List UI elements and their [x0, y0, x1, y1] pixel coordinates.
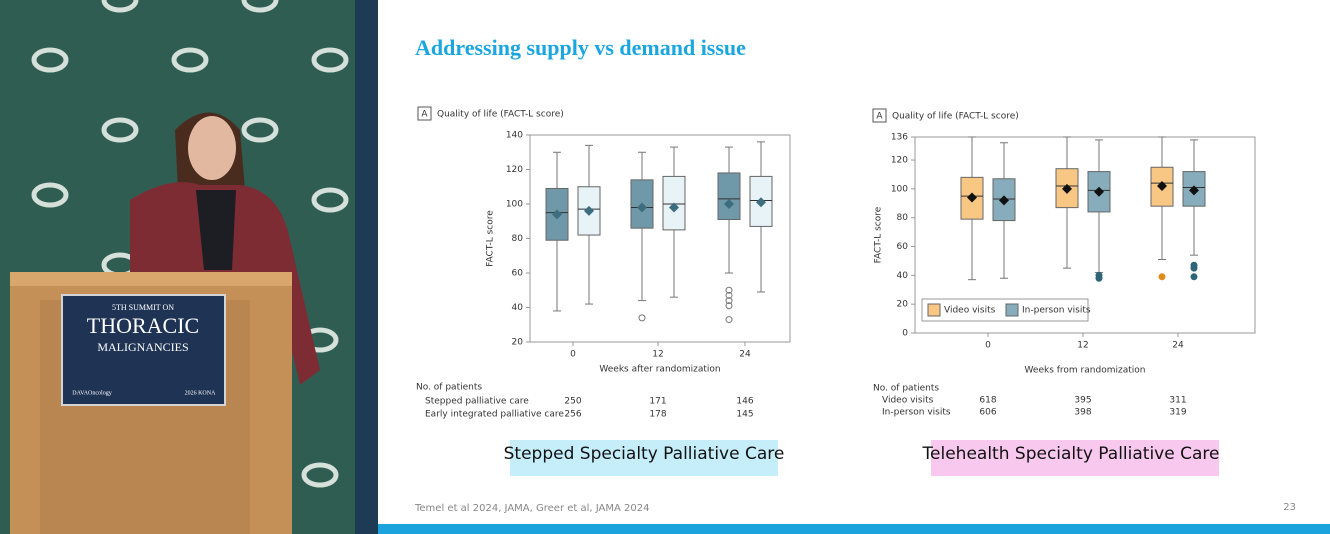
podium-sign-text: 5TH SUMMIT ON [112, 303, 174, 312]
x-tick-label: 24 [739, 350, 751, 360]
mean-marker [1062, 183, 1072, 194]
legend-label: Video visits [944, 306, 996, 316]
y-tick-label: 60 [512, 269, 524, 279]
legend-swatch [1005, 303, 1019, 317]
patients-count: 178 [649, 410, 666, 420]
mean-marker [1094, 186, 1104, 197]
outlier [1190, 264, 1198, 272]
video-border [355, 0, 378, 534]
y-tick-label: 40 [897, 271, 909, 281]
y-tick-label: 60 [897, 242, 909, 252]
podium [10, 272, 292, 534]
patients-count: 250 [564, 397, 581, 407]
patients-title: No. of patients [873, 384, 939, 394]
caption-background [510, 440, 778, 476]
y-axis-label: FACT-L score [874, 206, 884, 263]
patients-row-label: Video visits [882, 396, 934, 406]
y-tick-label: 136 [891, 133, 908, 143]
y-tick-label: 20 [512, 338, 524, 348]
podium-sign-text: DAVAOncology [72, 390, 111, 396]
slide [378, 0, 1330, 524]
caption: Telehealth Specialty Palliative Care [922, 444, 1220, 464]
panel-label: A [421, 110, 428, 120]
patients-count: 171 [649, 397, 666, 407]
outlier [725, 291, 733, 299]
legend-frame [921, 298, 1089, 322]
mean-marker [756, 197, 766, 208]
y-tick-label: 20 [897, 300, 909, 310]
outlier [638, 314, 646, 322]
page-number: 23 [1283, 502, 1296, 513]
mean-marker [724, 199, 734, 209]
patients-count: 319 [1169, 408, 1186, 418]
outlier [1158, 273, 1166, 281]
panel-label-box [872, 108, 887, 123]
outlier [1190, 273, 1198, 281]
y-tick-label: 100 [891, 184, 908, 194]
y-tick-label: 80 [512, 234, 524, 244]
patients-row-label: Stepped palliative care [425, 397, 529, 407]
y-tick-label: 120 [891, 156, 908, 166]
x-axis-label: Weeks after randomization [599, 365, 720, 375]
patients-title: No. of patients [416, 383, 482, 393]
x-axis-label: Weeks from randomization [1025, 366, 1146, 376]
x-tick-label: 12 [652, 350, 663, 360]
outlier [725, 286, 733, 294]
box [717, 172, 741, 221]
mean-marker [1189, 185, 1199, 196]
podium-sign-text: MALIGNANCIES [97, 340, 188, 354]
caption-background [931, 440, 1219, 476]
y-axis-label: FACT-L score [486, 210, 496, 267]
panel-label-box [417, 106, 432, 121]
patients-count: 398 [1074, 408, 1091, 418]
caption: Stepped Specialty Palliative Care [504, 444, 785, 464]
mean-marker [967, 192, 977, 203]
patients-count: 618 [979, 396, 996, 406]
mean-marker [637, 202, 647, 213]
x-tick-label: 24 [1172, 341, 1184, 351]
chart-title: Quality of life (FACT-L score) [437, 110, 564, 120]
podium-sign-text: THORACIC [87, 313, 199, 338]
slide-bottom-bar [378, 524, 1330, 534]
patients-count: 256 [564, 410, 581, 420]
patients-row-label: In-person visits [882, 408, 951, 418]
patients-count: 606 [979, 408, 996, 418]
patients-count: 145 [736, 410, 753, 420]
patients-row-label: Early integrated palliative care [425, 410, 564, 420]
outlier [1095, 274, 1103, 282]
x-tick-label: 12 [1077, 341, 1088, 351]
plot-frame [914, 136, 1256, 334]
panel-label: A [876, 112, 883, 122]
y-tick-label: 40 [512, 303, 524, 313]
outlier [725, 316, 733, 324]
y-tick-label: 140 [506, 131, 523, 141]
y-tick-label: 120 [506, 165, 523, 175]
chart-title: Quality of life (FACT-L score) [892, 112, 1019, 122]
mean-marker [552, 209, 562, 220]
patients-count: 395 [1074, 396, 1091, 406]
y-tick-label: 80 [897, 213, 909, 223]
y-tick-label: 100 [506, 200, 523, 210]
x-tick-label: 0 [570, 350, 576, 360]
patients-count: 311 [1169, 396, 1186, 406]
mean-marker [999, 195, 1009, 206]
footer: Temel et al 2024, JAMA, Greer et al, JAM… [414, 503, 649, 514]
y-tick-label: 0 [902, 329, 908, 339]
podium-sign-text: 2026 KONA [185, 390, 216, 396]
x-tick-label: 0 [985, 341, 991, 351]
legend-label: In-person visits [1022, 306, 1091, 316]
mean-marker [1157, 181, 1167, 191]
mean-marker [584, 205, 594, 216]
mean-marker [669, 202, 679, 213]
outlier [725, 302, 733, 310]
outlier [725, 297, 733, 305]
patients-count: 146 [736, 397, 753, 407]
slide-title: Addressing supply vs demand issue [415, 35, 746, 60]
legend-swatch [927, 303, 941, 317]
